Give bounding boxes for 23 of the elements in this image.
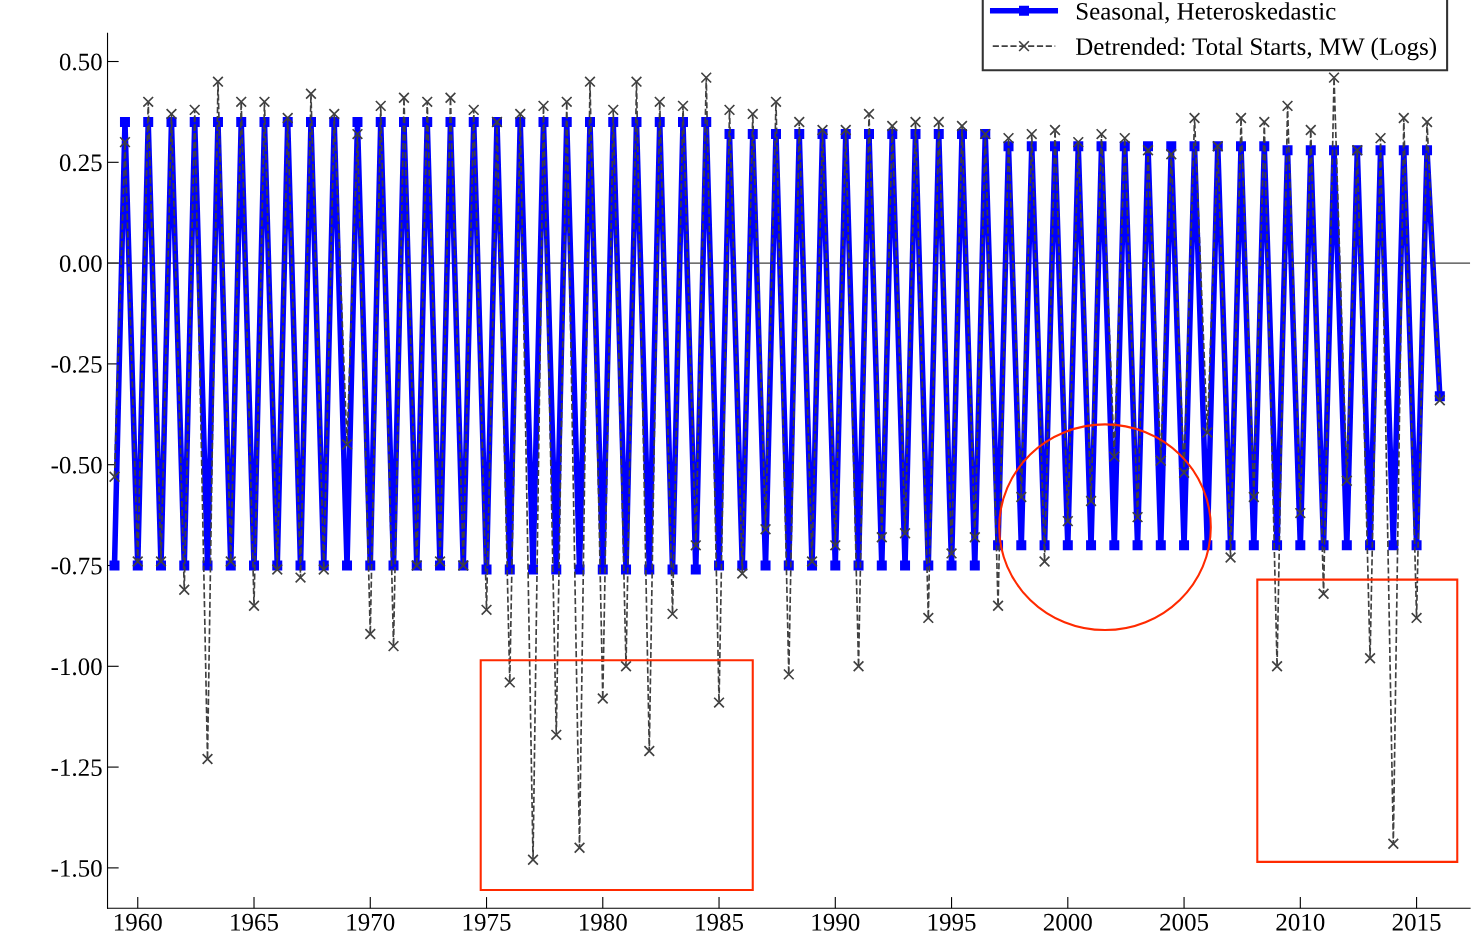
y-tick-label: -0.25 (51, 355, 102, 373)
y-tick-label: 0.00 (59, 255, 102, 273)
x-tick-label: 1995 (928, 913, 976, 931)
x-tick-label: 2015 (1392, 913, 1441, 931)
x-tick-label: 2000 (1043, 913, 1092, 931)
y-tick-label: -0.75 (51, 557, 102, 575)
x-tick-label: 1960 (114, 913, 162, 931)
x-tick-label: 1965 (231, 913, 279, 931)
x-tick-label: 1970 (347, 913, 395, 931)
x-tick-label: 2010 (1276, 913, 1325, 931)
y-tick-label: -1.25 (51, 759, 102, 777)
legend-label: Seasonal, Heteroskedastic (1076, 2, 1336, 24)
x-tick-label: 2005 (1160, 913, 1209, 931)
y-tick-label: 0.25 (59, 154, 102, 172)
x-tick-label: 1980 (579, 913, 627, 931)
x-tick-label: 1990 (812, 913, 860, 931)
legend-label: Detrended: Total Starts, MW (Logs) (1075, 37, 1437, 61)
y-tick-label: -1.50 (51, 859, 102, 877)
y-tick-label: -1.00 (51, 658, 102, 676)
y-tick-label: 0.50 (59, 53, 102, 71)
x-tick-label: 1985 (696, 913, 744, 931)
y-tick-label: -0.50 (51, 456, 102, 474)
x-tick-label: 1975 (463, 913, 511, 931)
